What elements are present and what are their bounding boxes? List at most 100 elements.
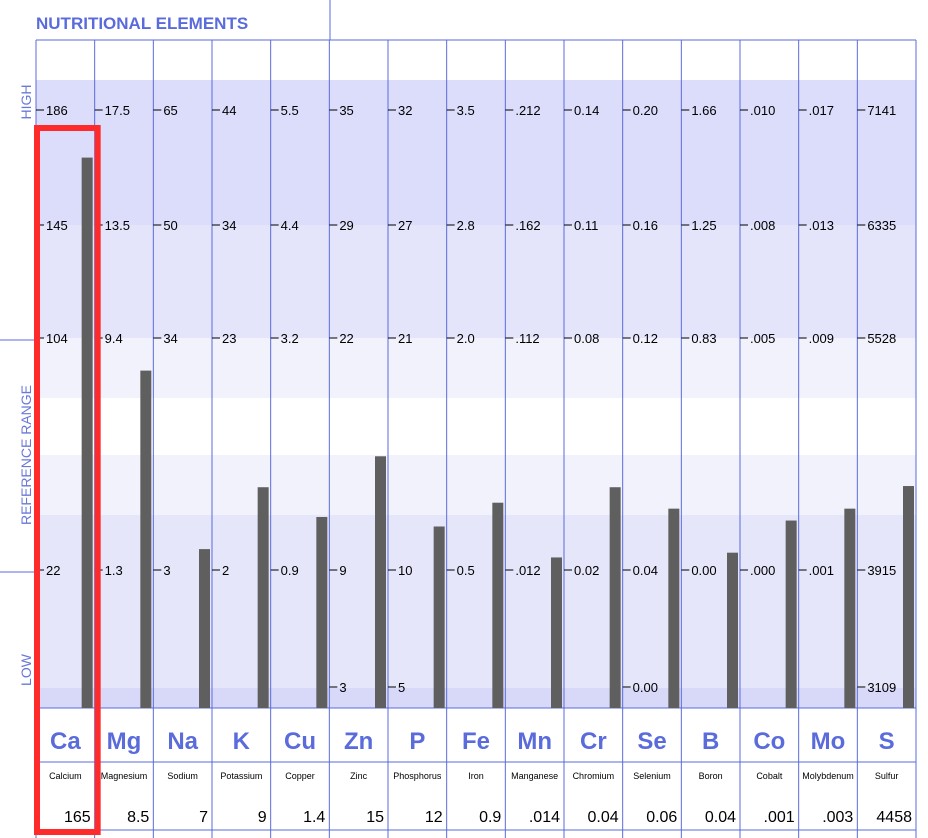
tick-label-cu-0: 5.5 (281, 103, 299, 118)
tick-label-se-2: 0.12 (633, 331, 658, 346)
tick-label-b-3: 0.00 (691, 563, 716, 578)
tick-label-p-1: 27 (398, 218, 412, 233)
element-name-p: Phosphorus (393, 771, 442, 781)
tick-label-cu-1: 4.4 (281, 218, 299, 233)
tick-label-na-1: 50 (163, 218, 177, 233)
zone-label-high: HIGH (18, 85, 34, 120)
tick-label-mo-1: .013 (809, 218, 834, 233)
tick-label-ca-0: 186 (46, 103, 68, 118)
tick-label-cr-3: 0.02 (574, 563, 599, 578)
zone-label-reference-range: REFERENCE RANGE (18, 385, 34, 525)
element-symbol-co: Co (753, 728, 785, 755)
result-value-na: 7 (199, 809, 208, 826)
element-symbol-cr: Cr (580, 728, 607, 755)
bar-b (727, 552, 738, 708)
zone-band-4 (36, 455, 916, 515)
zone-band-6 (36, 688, 916, 708)
tick-label-co-2: .005 (750, 331, 775, 346)
element-symbol-p: P (409, 728, 425, 755)
tick-label-na-0: 65 (163, 103, 177, 118)
tick-label-s-3: 3915 (867, 563, 896, 578)
tick-label-cu-3: 0.9 (281, 563, 299, 578)
tick-label-fe-3: 0.5 (457, 563, 475, 578)
tick-label-zn-2: 22 (339, 331, 353, 346)
result-value-mo: .003 (822, 809, 853, 826)
tick-label-cr-2: 0.08 (574, 331, 599, 346)
title-box (34, 0, 330, 40)
element-name-zn: Zinc (350, 771, 368, 781)
bar-zn (375, 456, 386, 708)
tick-label-cr-0: 0.14 (574, 103, 599, 118)
zone-band-0 (36, 80, 916, 225)
bar-na (199, 549, 210, 708)
result-value-mn: .014 (529, 809, 560, 826)
tick-label-ca-2: 104 (46, 331, 68, 346)
tick-label-k-2: 23 (222, 331, 236, 346)
zone-band-2 (36, 338, 916, 398)
tick-label-zn-3: 9 (339, 563, 346, 578)
tick-label-p-low: 5 (398, 680, 405, 695)
zone-label-low: LOW (18, 653, 34, 686)
tick-label-fe-0: 3.5 (457, 103, 475, 118)
tick-label-b-0: 1.66 (691, 103, 716, 118)
tick-label-s-2: 5528 (867, 331, 896, 346)
result-value-s: 4458 (876, 809, 912, 826)
tick-label-se-1: 0.16 (633, 218, 658, 233)
bar-s (903, 486, 914, 708)
tick-label-mn-0: .212 (515, 103, 540, 118)
bar-ca (81, 157, 93, 709)
result-value-cr: 0.04 (588, 809, 619, 826)
tick-label-co-1: .008 (750, 218, 775, 233)
tick-label-p-0: 32 (398, 103, 412, 118)
tick-label-ca-1: 145 (46, 218, 68, 233)
element-name-s: Sulfur (875, 771, 899, 781)
info-area (36, 708, 916, 838)
element-name-se: Selenium (633, 771, 671, 781)
tick-label-fe-1: 2.8 (457, 218, 475, 233)
zone-band-3 (36, 398, 916, 455)
result-value-p: 12 (425, 809, 443, 826)
element-name-cu: Copper (285, 771, 315, 781)
tick-label-na-2: 34 (163, 331, 177, 346)
highlight-box-ca (34, 125, 101, 835)
element-symbol-mn: Mn (517, 728, 552, 755)
element-name-mn: Manganese (511, 771, 558, 781)
bar-mg (140, 370, 152, 708)
bar-se (668, 508, 680, 708)
tick-label-mo-2: .009 (809, 331, 834, 346)
element-name-cr: Chromium (573, 771, 615, 781)
bar-p (433, 526, 445, 708)
result-value-k: 9 (258, 809, 267, 826)
tick-label-b-2: 0.83 (691, 331, 716, 346)
result-value-fe: 0.9 (479, 809, 501, 826)
element-name-mg: Magnesium (101, 771, 148, 781)
tick-label-mg-1: 13.5 (105, 218, 130, 233)
tick-label-cr-1: 0.11 (574, 218, 598, 233)
element-symbol-se: Se (637, 728, 666, 755)
element-name-co: Cobalt (756, 771, 783, 781)
bar-fe (492, 502, 504, 708)
element-symbol-b: B (702, 728, 719, 755)
tick-label-mg-0: 17.5 (105, 103, 130, 118)
bar-mn (551, 557, 562, 708)
tick-label-fe-2: 2.0 (457, 331, 475, 346)
element-symbol-na: Na (167, 728, 198, 755)
tick-label-ca-3: 22 (46, 563, 60, 578)
element-name-fe: Iron (468, 771, 484, 781)
tick-label-se-0: 0.20 (633, 103, 658, 118)
element-name-na: Sodium (167, 771, 198, 781)
tick-label-mg-3: 1.3 (105, 563, 123, 578)
tick-label-zn-low: 3 (339, 680, 346, 695)
zone-band-1 (36, 225, 916, 338)
result-value-co: .001 (764, 809, 795, 826)
tick-label-co-0: .010 (750, 103, 775, 118)
tick-label-zn-0: 35 (339, 103, 353, 118)
tick-label-s-low: 3109 (867, 680, 896, 695)
tick-label-mn-1: .162 (515, 218, 540, 233)
tick-label-k-3: 2 (222, 563, 229, 578)
tick-label-k-1: 34 (222, 218, 236, 233)
result-value-zn: 15 (366, 809, 384, 826)
tick-label-mn-3: .012 (515, 563, 540, 578)
element-name-b: Boron (699, 771, 723, 781)
